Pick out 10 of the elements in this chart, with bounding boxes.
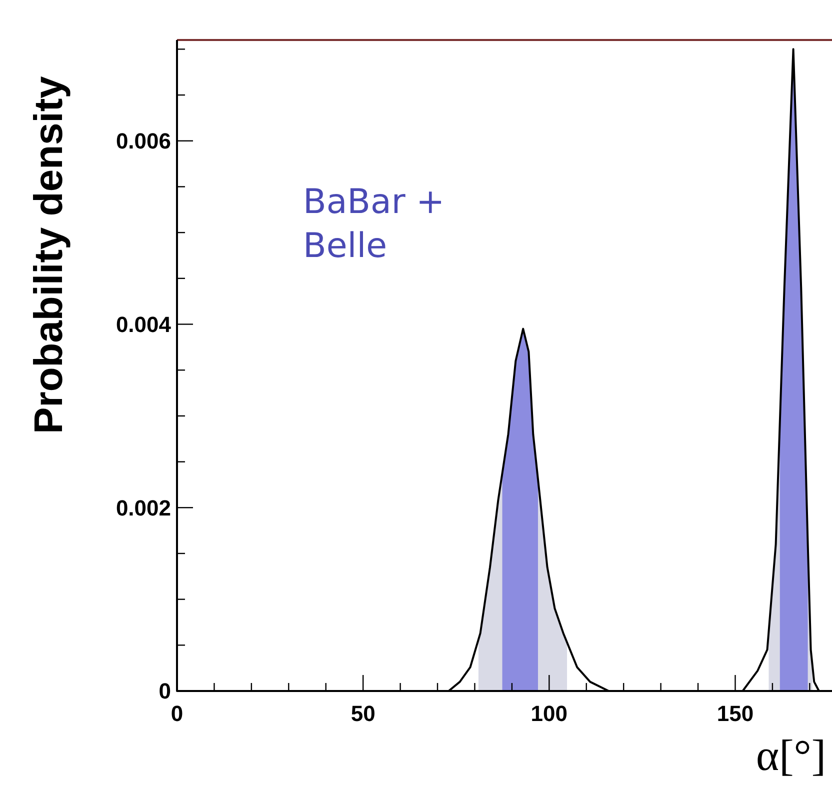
- y-tick-label: 0.004: [116, 312, 172, 337]
- y-tick-label: 0: [158, 678, 171, 704]
- annotation: BaBar + Belle: [303, 182, 445, 266]
- y-tick-label: 0.002: [116, 495, 171, 520]
- x-axis-title: α[°]: [756, 731, 826, 780]
- y-tick-label: 0.006: [116, 128, 171, 154]
- x-tick-label: 100: [530, 701, 568, 726]
- x-tick-label: 50: [350, 701, 376, 726]
- x-tick-label: 150: [716, 701, 754, 726]
- y-axis-title: Probability density: [27, 75, 71, 434]
